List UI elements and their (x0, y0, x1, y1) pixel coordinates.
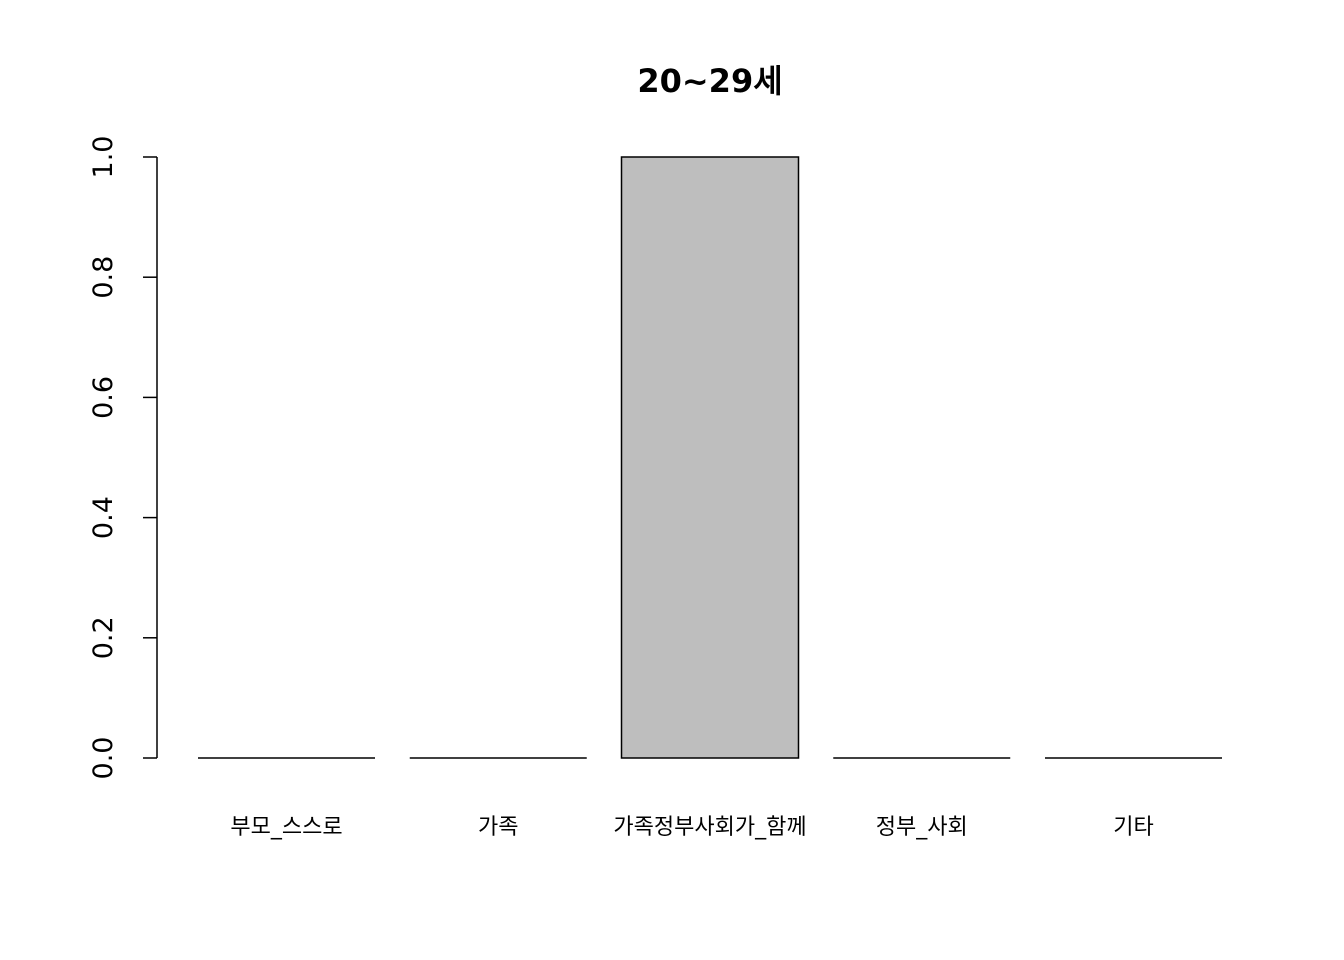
chart-title: 20~29세 (637, 62, 782, 100)
y-tick-label: 0.8 (88, 256, 119, 299)
y-tick-label: 0.0 (88, 737, 119, 780)
y-tick-label: 0.2 (88, 616, 119, 659)
bars (198, 156, 1222, 759)
y-tick-label: 0.6 (88, 376, 119, 419)
y-tick-label: 1.0 (88, 136, 119, 179)
y-tick-label: 0.4 (88, 496, 119, 539)
x-tick-label: 가족 (478, 815, 518, 840)
x-tick-label: 정부_사회 (876, 815, 968, 840)
x-tick-label: 기타 (1113, 815, 1153, 840)
x-tick-label: 부모_스스로 (230, 815, 342, 840)
y-axis: 0.0 0.2 0.4 0.6 0.8 1.0 (88, 136, 158, 780)
bar (620, 156, 800, 759)
x-axis-labels: 부모_스스로 가족 가족정부사회가_함께 정부_사회 기타 (230, 815, 1153, 840)
x-tick-label: 가족정부사회가_함께 (613, 815, 806, 840)
